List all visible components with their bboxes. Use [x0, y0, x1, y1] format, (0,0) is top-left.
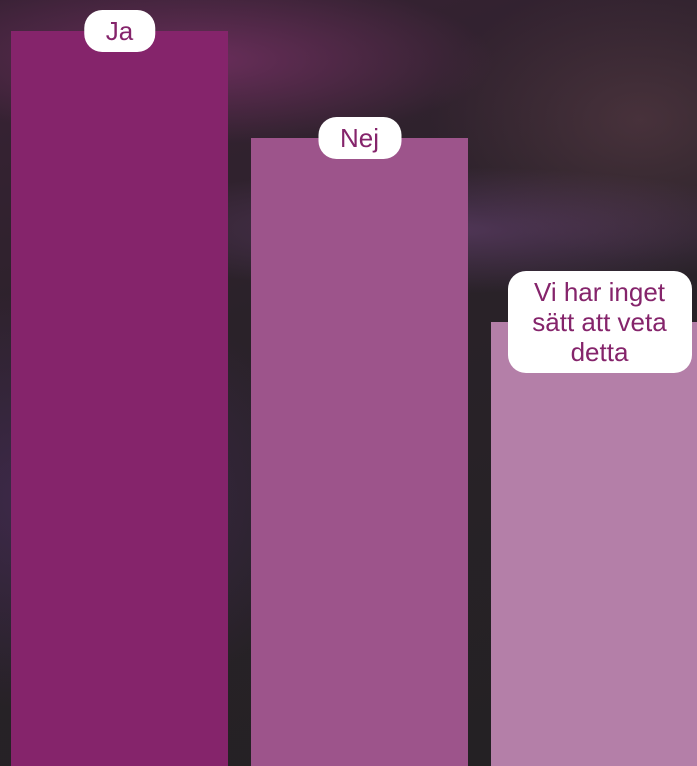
- bar-label: Vi har inget sätt att veta detta: [507, 270, 692, 373]
- bar: [11, 30, 228, 766]
- bar: [251, 137, 468, 766]
- bar-label: Nej: [317, 116, 402, 159]
- bar: [491, 321, 697, 766]
- bar-label: Ja: [83, 9, 156, 52]
